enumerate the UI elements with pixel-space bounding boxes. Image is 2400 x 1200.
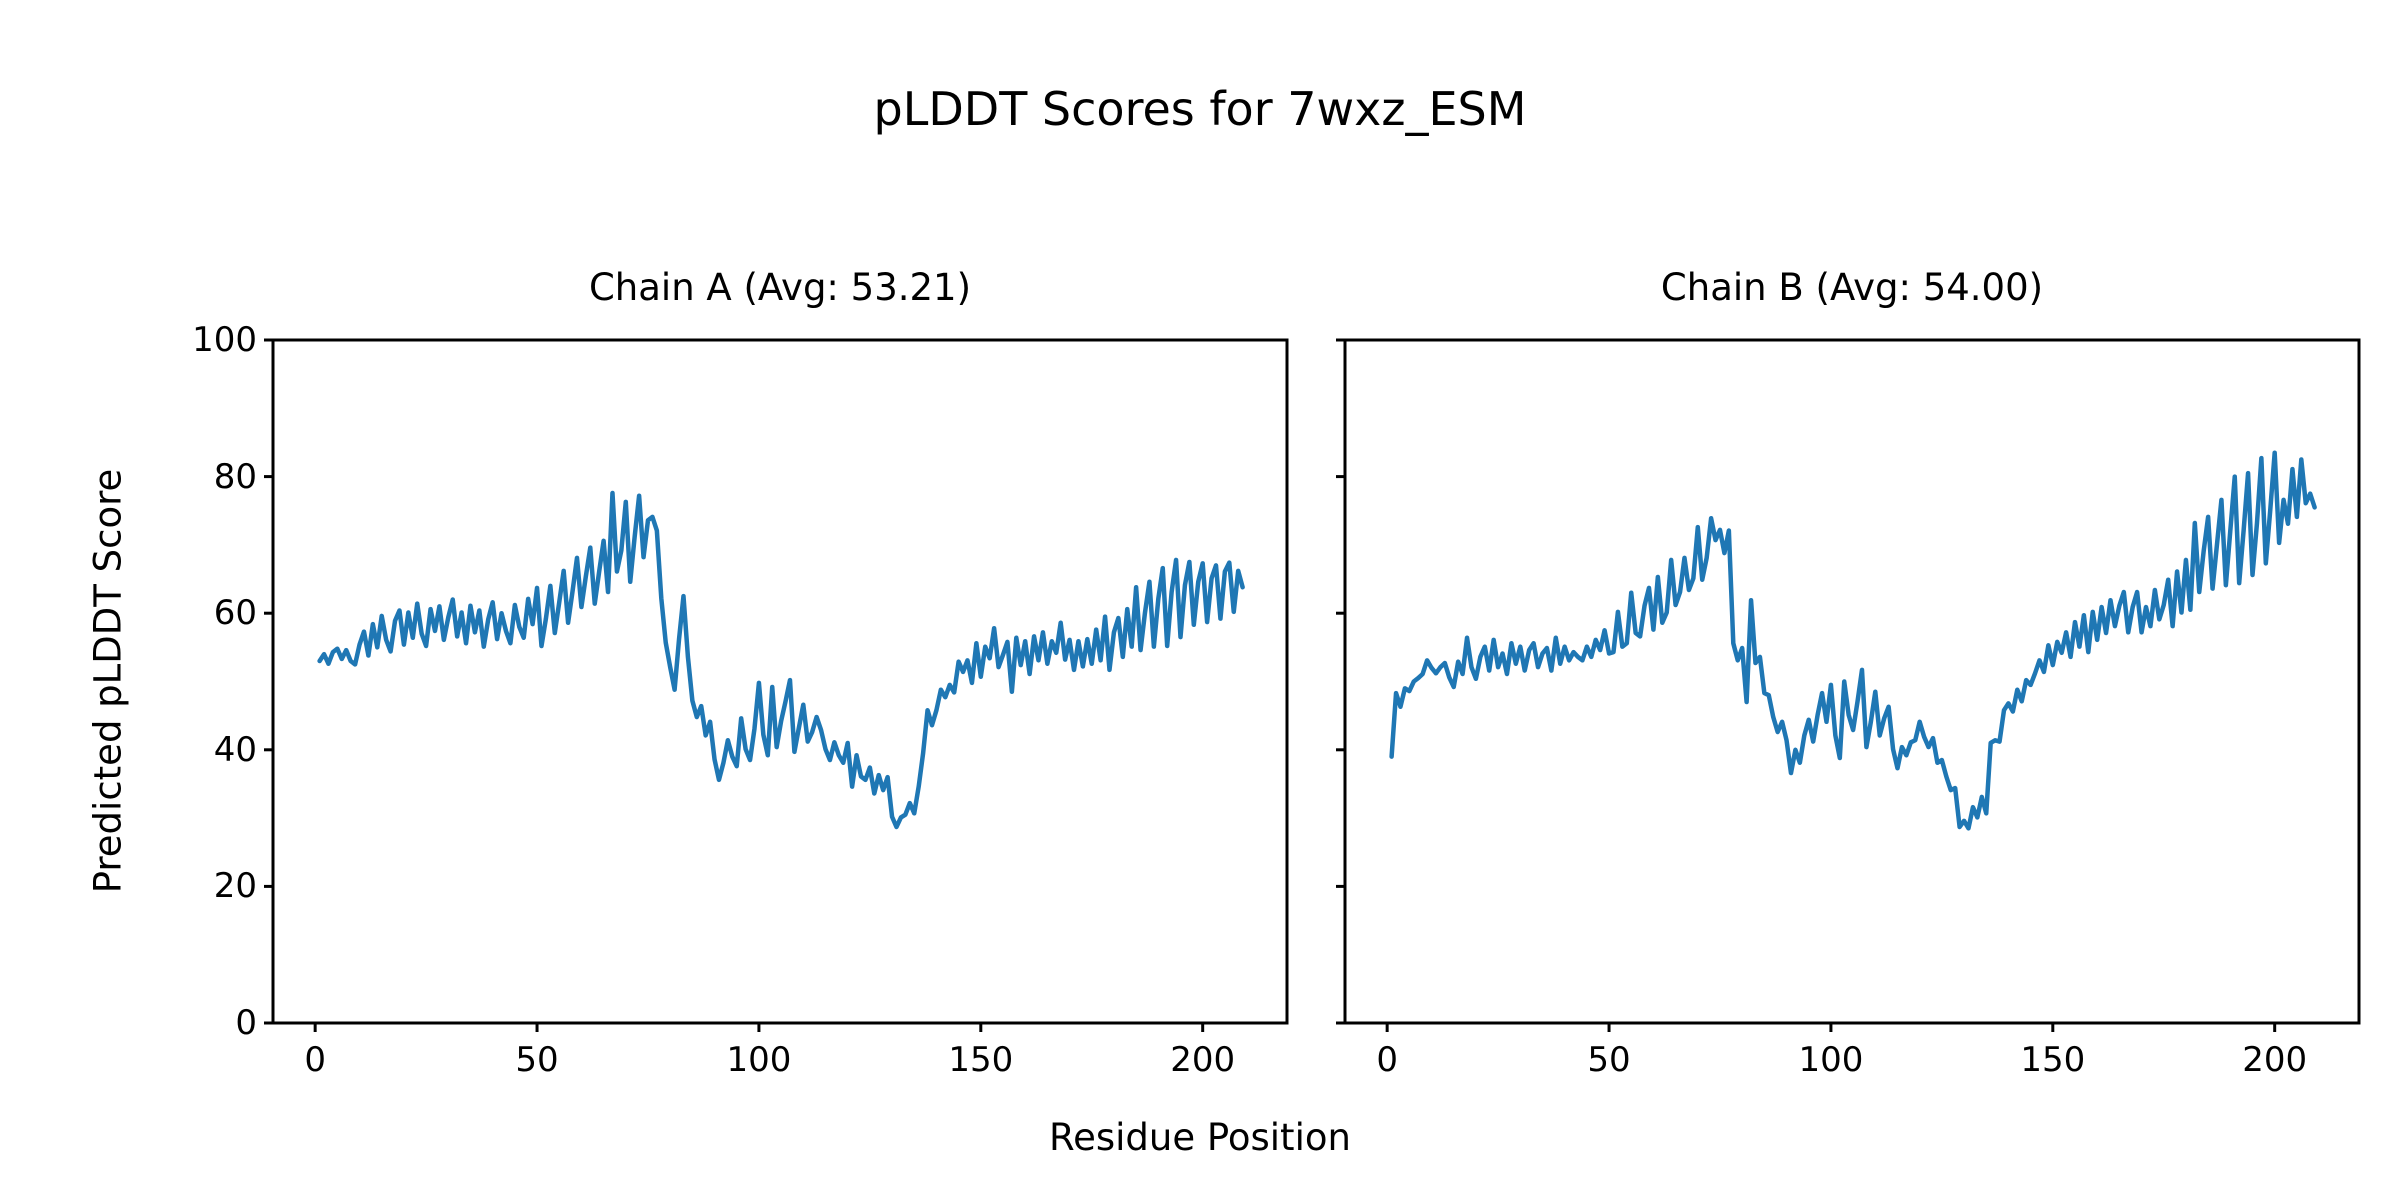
y-tick-label: 100 — [192, 320, 257, 360]
x-tick-label: 200 — [2242, 1040, 2308, 1080]
x-tick-label: 100 — [726, 1040, 792, 1080]
subplot-b-title: Chain B (Avg: 54.00) — [1660, 266, 2044, 309]
figure-title: pLDDT Scores for 7wxz_ESM — [873, 82, 1527, 136]
y-tick-label: 60 — [213, 593, 257, 634]
x-tick-label: 100 — [1798, 1040, 1864, 1080]
y-tick-label: 0 — [235, 1003, 257, 1043]
plot-chain-a — [264, 338, 1289, 1032]
y-tick-label: 20 — [213, 866, 257, 907]
x-axis-label: Residue Position — [1049, 1116, 1351, 1159]
x-tick-label: 150 — [948, 1040, 1014, 1080]
y-axis-label: Predicted pLDDT Score — [86, 468, 130, 894]
y-tick-label: 80 — [213, 456, 257, 497]
plddt-line-chain-b — [1389, 450, 2317, 831]
plot-chain-b — [1336, 338, 2361, 1032]
x-tick-label: 50 — [515, 1040, 559, 1080]
x-tick-label: 150 — [2020, 1040, 2086, 1080]
x-tick-label: 50 — [1587, 1040, 1631, 1080]
y-tick-label: 40 — [213, 729, 257, 770]
x-tick-label: 0 — [304, 1040, 326, 1080]
axes-spines — [271, 338, 1289, 1025]
axes-spines — [1343, 338, 2361, 1025]
plddt-line-chain-a — [317, 490, 1245, 830]
subplot-a-title: Chain A (Avg: 53.21) — [588, 266, 972, 309]
x-tick-label: 0 — [1376, 1040, 1398, 1080]
x-tick-label: 200 — [1170, 1040, 1236, 1080]
